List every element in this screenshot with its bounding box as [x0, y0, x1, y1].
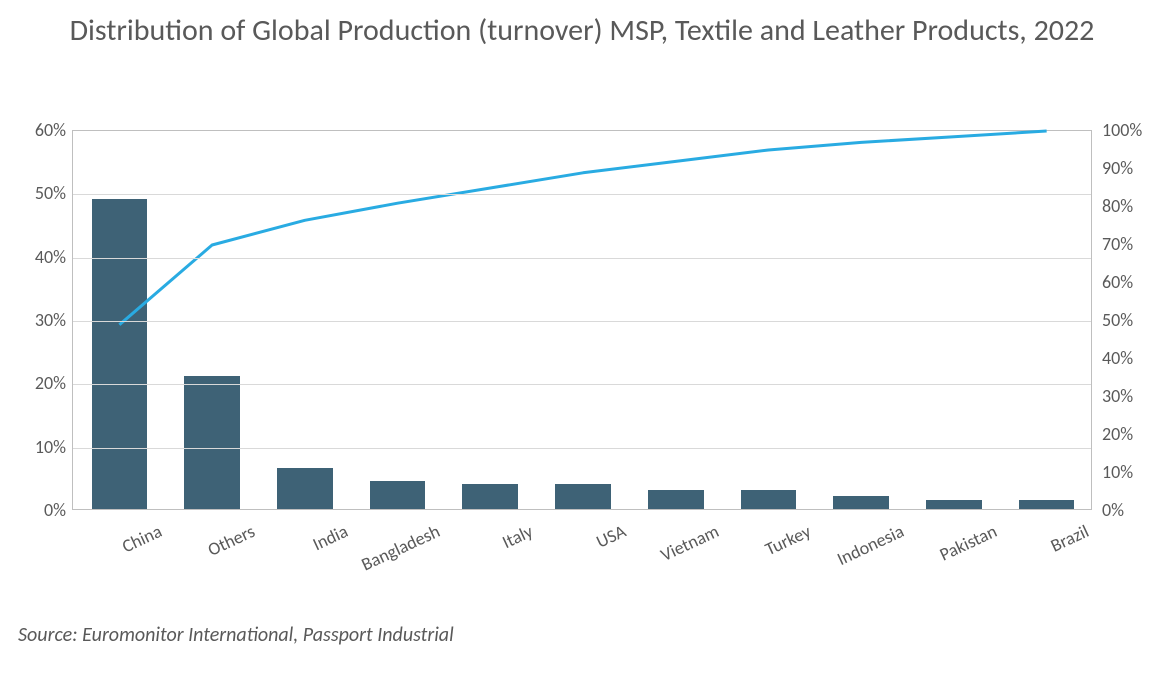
y-left-tick-label: 0% — [6, 499, 66, 521]
y-left-tick-label: 20% — [6, 372, 66, 394]
cumulative-line — [73, 131, 1091, 509]
plot-area — [72, 130, 1092, 510]
y-right-tick-label: 20% — [1102, 423, 1162, 445]
y-left-tick-label: 50% — [6, 182, 66, 204]
grid-line — [73, 448, 1091, 449]
y-right-tick-label: 10% — [1102, 461, 1162, 483]
grid-line — [73, 194, 1091, 195]
y-right-tick-label: 100% — [1102, 119, 1162, 141]
y-right-tick-label: 30% — [1102, 385, 1162, 407]
y-left-tick-label: 40% — [6, 246, 66, 268]
y-right-tick-label: 50% — [1102, 309, 1162, 331]
grid-line — [73, 384, 1091, 385]
y-right-tick-label: 40% — [1102, 347, 1162, 369]
y-right-tick-label: 60% — [1102, 271, 1162, 293]
y-right-tick-label: 70% — [1102, 233, 1162, 255]
chart-container: Distribution of Global Production (turno… — [0, 0, 1164, 677]
y-right-tick-label: 0% — [1102, 499, 1162, 521]
y-right-tick-label: 80% — [1102, 195, 1162, 217]
source-caption: Source: Euromonitor International, Passp… — [18, 623, 454, 647]
y-right-tick-label: 90% — [1102, 157, 1162, 179]
y-left-tick-label: 10% — [6, 436, 66, 458]
grid-line — [73, 258, 1091, 259]
chart-title: Distribution of Global Production (turno… — [0, 12, 1164, 50]
grid-line — [73, 321, 1091, 322]
cumulative-line-path — [119, 131, 1046, 325]
y-left-tick-label: 30% — [6, 309, 66, 331]
y-left-tick-label: 60% — [6, 119, 66, 141]
